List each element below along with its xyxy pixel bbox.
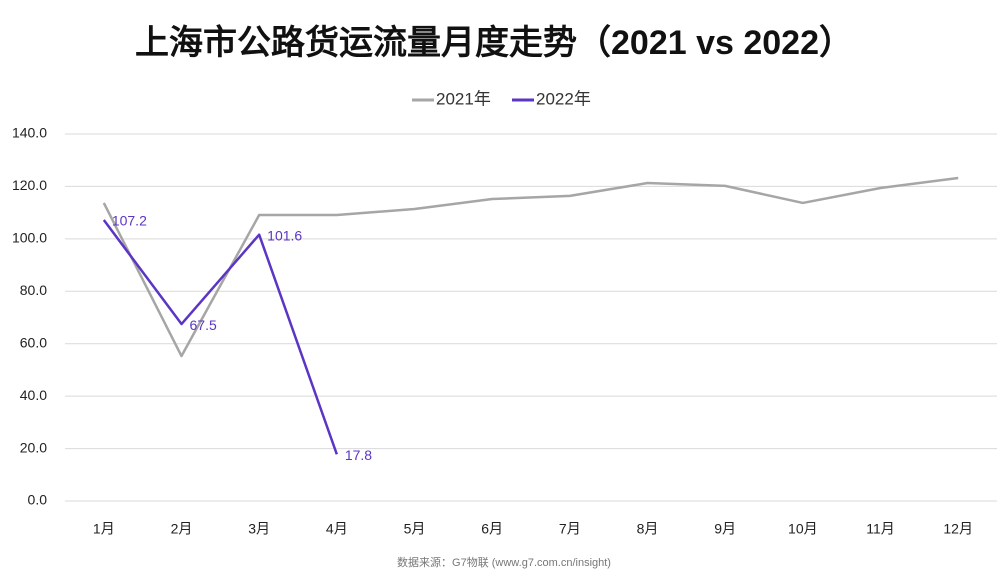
y-tick-label: 40.0 bbox=[20, 387, 47, 403]
y-tick-label: 0.0 bbox=[28, 492, 48, 508]
y-tick-label: 100.0 bbox=[12, 230, 47, 246]
x-tick-label: 7月 bbox=[559, 521, 581, 537]
x-tick-label: 11月 bbox=[866, 521, 895, 537]
data-label: 67.5 bbox=[190, 317, 217, 333]
x-tick-label: 12月 bbox=[943, 521, 973, 537]
y-tick-label: 20.0 bbox=[20, 439, 47, 455]
x-tick-label: 10月 bbox=[788, 521, 818, 537]
series-line bbox=[102, 176, 959, 358]
chart-title: 上海市公路货运流量月度走势（2021 vs 2022） bbox=[135, 23, 853, 62]
legend-label: 2021年 bbox=[436, 89, 491, 108]
y-tick-label: 80.0 bbox=[20, 282, 47, 298]
x-tick-label: 8月 bbox=[637, 521, 659, 537]
x-tick-label: 3月 bbox=[248, 521, 270, 537]
y-tick-label: 140.0 bbox=[12, 125, 47, 141]
data-label: 101.6 bbox=[267, 227, 302, 243]
data-label: 107.2 bbox=[112, 213, 147, 229]
y-tick-label: 60.0 bbox=[20, 334, 47, 350]
legend-label: 2022年 bbox=[536, 89, 591, 108]
x-tick-label: 1月 bbox=[93, 521, 115, 537]
x-tick-label: 2月 bbox=[171, 521, 193, 537]
x-tick-label: 4月 bbox=[326, 521, 348, 537]
x-tick-label: 9月 bbox=[714, 521, 736, 537]
y-tick-label: 120.0 bbox=[12, 177, 47, 193]
x-tick-label: 6月 bbox=[481, 521, 503, 537]
data-label: 17.8 bbox=[345, 447, 372, 463]
x-tick-label: 5月 bbox=[404, 521, 426, 537]
series-line bbox=[102, 219, 339, 455]
source-note: 数据来源：G7物联 (www.g7.com.cn/insight) bbox=[397, 555, 611, 569]
